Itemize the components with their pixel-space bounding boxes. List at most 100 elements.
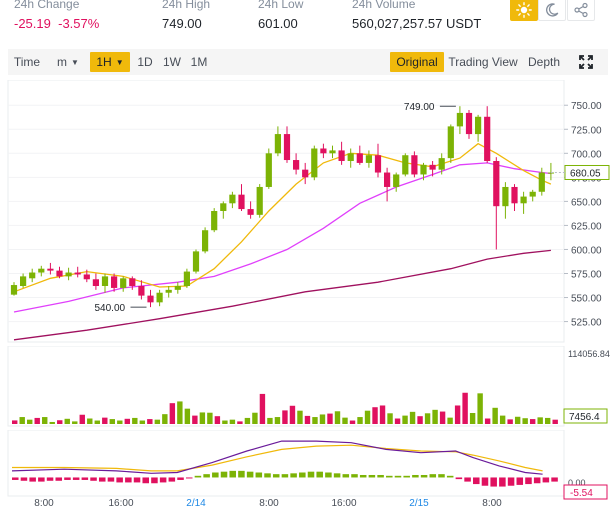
volume-bar <box>492 407 498 424</box>
volume-bar <box>319 414 326 424</box>
volume-bar <box>132 417 138 424</box>
change-pct: -3.57% <box>58 16 100 31</box>
candle-up <box>29 272 36 279</box>
candle-down <box>111 276 118 288</box>
volume-bar <box>409 411 416 424</box>
volume-bar <box>87 418 93 424</box>
hour-interval-dropdown[interactable]: 1H ▼ <box>90 52 130 72</box>
fullscreen-icon <box>579 55 593 69</box>
macd-histogram-bar <box>55 477 63 481</box>
macd-histogram-bar <box>307 471 315 478</box>
candle-up <box>101 276 109 286</box>
volume-bar <box>49 421 55 424</box>
interval-1d-button[interactable]: 1D <box>137 55 153 69</box>
macd-histogram-bar <box>264 473 271 478</box>
stat-value: 560,027,257.57 USDT <box>352 16 482 31</box>
stat-24h-volume: 24h Volume 560,027,257.57 USDT <box>352 0 481 34</box>
macd-histogram-bar <box>481 477 489 486</box>
volume-bar <box>372 407 378 424</box>
volume-chart[interactable]: 114056.84 7456.4 <box>0 346 616 428</box>
time-button[interactable]: Time <box>13 55 41 69</box>
volume-bar <box>109 419 115 424</box>
stat-value: 749.00 <box>162 16 202 31</box>
macd-histogram-bar <box>246 471 254 478</box>
dark-theme-button[interactable] <box>538 0 566 21</box>
macd-histogram-bar <box>351 474 358 478</box>
volume-bar <box>357 417 363 424</box>
candle-down <box>320 148 327 154</box>
minute-interval-dropdown[interactable]: m ▼ <box>46 52 90 72</box>
volume-bar <box>312 417 318 424</box>
candle-down <box>83 274 90 280</box>
tradingview-tab[interactable]: Trading View <box>448 55 518 69</box>
macd-histogram-bar <box>29 477 36 482</box>
price-tick-label: 725.00 <box>571 125 602 136</box>
volume-bar <box>214 416 221 424</box>
volume-bar <box>244 417 251 424</box>
macd-histogram-bar <box>429 474 437 478</box>
candle-up <box>20 276 27 286</box>
candle-up <box>329 150 336 154</box>
macd-histogram-bar <box>185 477 193 479</box>
macd-histogram-bar <box>507 477 515 486</box>
candle-down <box>511 186 518 204</box>
price-chart[interactable]: 750.00725.00700.00675.00650.00625.00600.… <box>0 80 616 344</box>
volume-bar <box>222 420 228 424</box>
volume-bar <box>477 393 483 424</box>
volume-bar <box>34 417 40 424</box>
stat-24h-low: 24h Low 601.00 <box>258 0 303 34</box>
depth-tab[interactable]: Depth <box>527 55 561 69</box>
hour-label: 1H <box>96 55 112 69</box>
macd-dea-line <box>12 444 543 472</box>
volume-bar <box>537 417 543 424</box>
candle-up <box>447 126 454 159</box>
candle-up <box>220 203 227 211</box>
volume-bar <box>484 418 491 424</box>
macd-histogram-bar <box>368 474 376 478</box>
candle-down <box>147 295 154 303</box>
stat-label: 24h Low <box>258 0 304 11</box>
original-view-tab[interactable]: Original <box>390 52 444 72</box>
macd-histogram-bar <box>194 475 202 478</box>
candle-down <box>293 160 300 170</box>
price-tick-label: 550.00 <box>571 294 602 305</box>
price-tick-label: 525.00 <box>571 318 602 329</box>
volume-bar <box>229 419 236 424</box>
macd-chart[interactable]: 0.00 -5.54 8:00 16:00 2/14 8:00 16:00 2/15 8:0… <box>0 430 616 507</box>
macd-histogram-bar <box>177 477 184 480</box>
candle-down <box>411 155 418 175</box>
volume-bar <box>544 417 551 424</box>
candle-up <box>65 272 72 277</box>
macd-histogram-bar <box>394 475 402 478</box>
share-button[interactable] <box>567 0 595 21</box>
candle-up <box>183 271 190 286</box>
candle-down <box>56 270 63 277</box>
extreme-price-labels: 749.00 540.00 <box>95 102 456 314</box>
interval-1w-button[interactable]: 1W <box>163 55 181 69</box>
volume-bar <box>282 410 288 424</box>
ma-mid-line <box>13 162 551 313</box>
fullscreen-button[interactable] <box>574 52 598 72</box>
macd-histogram-bar <box>499 477 506 487</box>
light-theme-button[interactable] <box>510 0 538 21</box>
candle-up <box>38 268 45 273</box>
macd-histogram-bar <box>220 471 228 478</box>
candle-down <box>302 169 309 178</box>
stat-value: -25.19 -3.57% <box>14 14 99 34</box>
macd-histogram-bar <box>229 470 236 478</box>
time-axis: 8:00 16:00 2/14 8:00 16:00 2/15 8:00 <box>34 498 502 507</box>
volume-bar <box>117 420 123 424</box>
interval-1m-button[interactable]: 1M <box>190 55 208 69</box>
volume-last-label: 7456.4 <box>569 412 600 423</box>
volume-bar <box>19 417 25 424</box>
macd-histogram-bar <box>299 472 306 478</box>
macd-histogram-bar <box>272 474 280 478</box>
volume-bar <box>72 421 78 424</box>
volume-bar <box>439 411 446 424</box>
macd-histogram-bar <box>490 477 497 487</box>
high-price-label: 749.00 <box>404 102 435 113</box>
volume-bar <box>102 417 108 424</box>
last-price-tag: 680.05 <box>550 164 610 180</box>
price-tick-label: 600.00 <box>571 245 602 256</box>
candle-up <box>475 116 482 135</box>
